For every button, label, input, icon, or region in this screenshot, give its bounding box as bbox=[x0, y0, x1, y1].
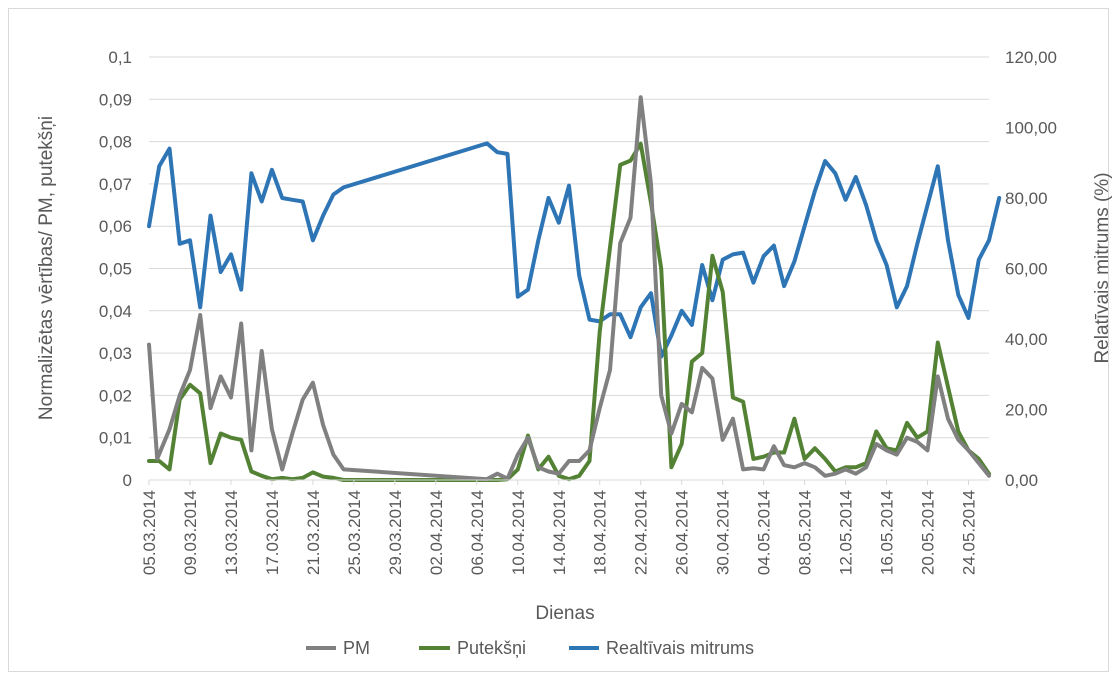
x-tick-label: 16.05.2014 bbox=[878, 490, 897, 575]
x-tick-label: 05.03.2014 bbox=[140, 490, 159, 575]
series-layer bbox=[147, 95, 1002, 482]
y-left-tick-label: 0,04 bbox=[99, 302, 132, 321]
x-axis-title: Dienas bbox=[535, 603, 594, 624]
x-tick-label: 26.04.2014 bbox=[673, 490, 692, 575]
legend-label-pm: PM bbox=[343, 638, 370, 658]
x-tick-label: 22.04.2014 bbox=[632, 490, 651, 575]
x-tick-label: 02.04.2014 bbox=[427, 490, 446, 575]
y-left-tick-label: 0,02 bbox=[99, 386, 132, 405]
x-tick-label: 06.04.2014 bbox=[468, 490, 487, 575]
series-line-2 bbox=[147, 141, 1002, 359]
legend-item-pm: PM bbox=[306, 638, 370, 658]
y-left-tick-label: 0,1 bbox=[108, 48, 132, 67]
y-right-tick-label: 100,00 bbox=[1005, 119, 1057, 138]
x-tick-label: 29.03.2014 bbox=[386, 490, 405, 575]
x-tick-label: 08.05.2014 bbox=[796, 490, 815, 575]
legend: PM Putekšņi Realtīvais mitrums bbox=[306, 638, 754, 658]
y-right-tick-label: 40,00 bbox=[1005, 330, 1048, 349]
y-left-tick-label: 0,06 bbox=[99, 217, 132, 236]
legend-label-mitrums: Realtīvais mitrums bbox=[606, 638, 754, 658]
y-left-tick-label: 0,07 bbox=[99, 175, 132, 194]
x-tick-label: 04.05.2014 bbox=[755, 490, 774, 575]
y-right-tick-label: 80,00 bbox=[1005, 189, 1048, 208]
left-axis-ticks: 0 0,01 0,02 0,03 0,04 0,05 0,06 0,07 0,08 0,09 0,1 bbox=[99, 48, 132, 490]
x-tick-label: 24.05.2014 bbox=[960, 490, 979, 575]
y-right-tick-label: 60,00 bbox=[1005, 260, 1048, 279]
x-tick-label: 14.04.2014 bbox=[550, 490, 569, 575]
x-tick-label: 13.03.2014 bbox=[222, 490, 241, 575]
x-tick-label: 09.03.2014 bbox=[181, 490, 200, 575]
x-tick-label: 25.03.2014 bbox=[345, 490, 364, 575]
y-left-tick-label: 0,08 bbox=[99, 133, 132, 152]
chart-frame bbox=[8, 8, 1109, 672]
y-left-tick-label: 0,03 bbox=[99, 344, 132, 363]
y-axis-left-title: Normalizētas vērtības/ PM, putekšņi bbox=[36, 116, 57, 420]
gridlines bbox=[149, 56, 989, 439]
legend-label-putieksni: Putekšņi bbox=[457, 638, 526, 658]
x-tick-label: 30.04.2014 bbox=[714, 490, 733, 575]
x-axis-ticks: 05.03.2014 09.03.2014 13.03.2014 17.03.2014… bbox=[140, 480, 979, 575]
y-left-tick-label: 0 bbox=[123, 471, 132, 490]
y-axis-right-title: Relatīvais mitrums (%) bbox=[1092, 172, 1113, 363]
series-line-0 bbox=[147, 95, 991, 482]
x-tick-label: 20.05.2014 bbox=[919, 490, 938, 575]
y-left-tick-label: 0,09 bbox=[99, 90, 132, 109]
x-tick-label: 21.03.2014 bbox=[304, 490, 323, 575]
x-tick-label: 12.05.2014 bbox=[837, 490, 856, 575]
x-tick-label: 17.03.2014 bbox=[263, 490, 282, 575]
y-right-tick-label: 0,00 bbox=[1005, 471, 1038, 490]
legend-item-putieksni: Putekšņi bbox=[419, 638, 526, 658]
y-right-tick-label: 120,00 bbox=[1005, 48, 1057, 67]
y-right-tick-label: 20,00 bbox=[1005, 401, 1048, 420]
legend-item-mitrums: Realtīvais mitrums bbox=[569, 638, 754, 658]
x-tick-label: 18.04.2014 bbox=[591, 490, 610, 575]
right-axis-ticks: 0,00 20,00 40,00 60,00 80,00 100,00 120,00 bbox=[1005, 48, 1057, 490]
y-left-tick-label: 0,05 bbox=[99, 260, 132, 279]
x-tick-label: 10.04.2014 bbox=[509, 490, 528, 575]
y-left-tick-label: 0,01 bbox=[99, 429, 132, 448]
